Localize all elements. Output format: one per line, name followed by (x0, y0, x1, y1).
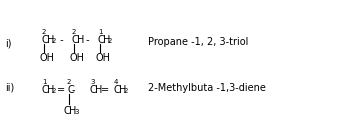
Text: H: H (77, 35, 84, 45)
Text: C: C (114, 85, 121, 95)
Text: Propane -1, 2, 3-triol: Propane -1, 2, 3-triol (148, 37, 248, 47)
Text: 2: 2 (124, 88, 128, 94)
Text: i): i) (5, 39, 11, 49)
Text: H: H (47, 35, 54, 45)
Text: H: H (119, 85, 126, 95)
Text: C: C (42, 85, 49, 95)
Text: 2: 2 (72, 29, 76, 35)
Text: 2: 2 (42, 29, 47, 35)
Text: OH: OH (95, 53, 110, 63)
Text: 2: 2 (67, 79, 71, 85)
Text: -: - (57, 35, 64, 45)
Text: OH: OH (39, 53, 54, 63)
Text: -: - (72, 85, 75, 95)
Text: H: H (95, 85, 102, 95)
Text: 1: 1 (42, 79, 47, 85)
Text: C: C (98, 35, 105, 45)
Text: 2: 2 (52, 38, 56, 44)
Text: =: = (57, 85, 65, 95)
Text: OH: OH (69, 53, 84, 63)
Text: =: = (101, 85, 109, 95)
Text: 3: 3 (74, 109, 79, 115)
Text: C: C (67, 85, 74, 95)
Text: C: C (64, 106, 71, 116)
Text: 1: 1 (98, 29, 102, 35)
Text: 2: 2 (108, 38, 112, 44)
Text: H: H (103, 35, 111, 45)
Text: 2-Methylbuta -1,3-diene: 2-Methylbuta -1,3-diene (148, 83, 266, 93)
Text: H: H (47, 85, 54, 95)
Text: C: C (90, 85, 97, 95)
Text: C: C (42, 35, 49, 45)
Text: 4: 4 (114, 79, 118, 85)
Text: -: - (83, 35, 90, 45)
Text: ii): ii) (5, 83, 14, 93)
Text: 2: 2 (52, 88, 56, 94)
Text: C: C (72, 35, 79, 45)
Text: 3: 3 (90, 79, 94, 85)
Text: H: H (69, 106, 76, 116)
